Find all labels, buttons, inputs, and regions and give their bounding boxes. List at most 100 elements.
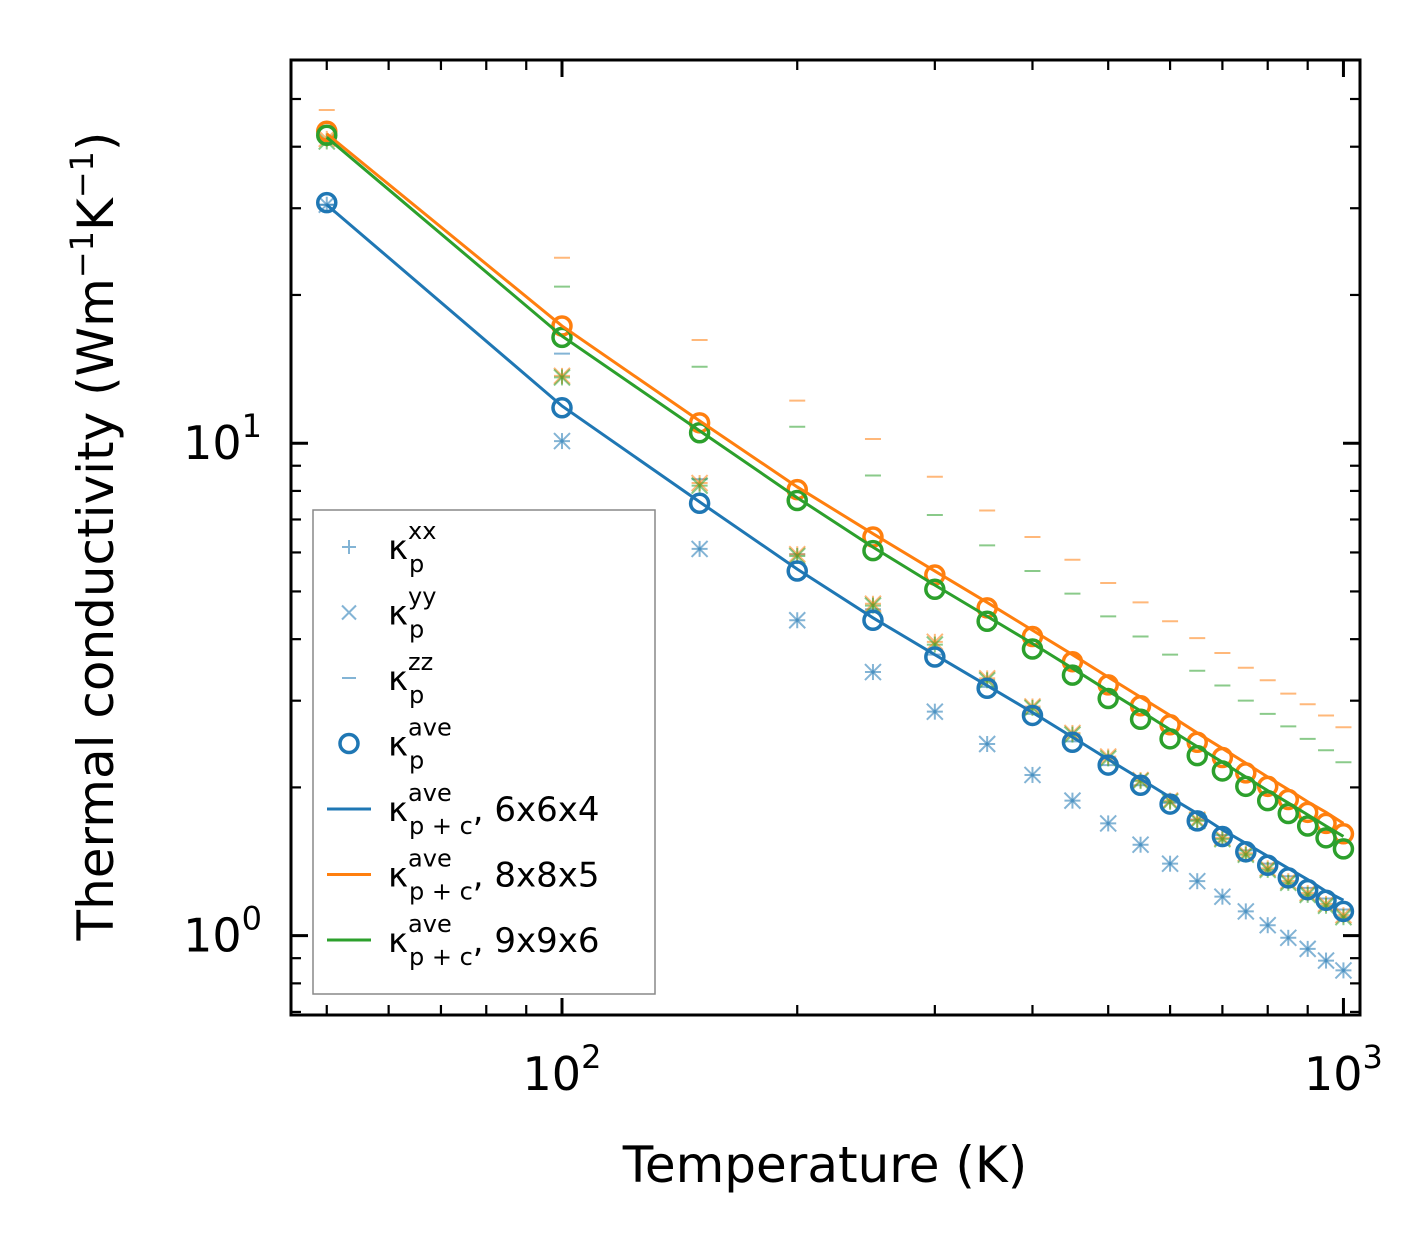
- series-11-point-0: [316, 124, 338, 147]
- series-1-point-15-b: [1259, 916, 1277, 934]
- legend-label-sup-3: ave: [408, 714, 452, 742]
- series-1-point-18-b: [1317, 951, 1335, 970]
- legend-label-2: κzz p: [388, 648, 433, 709]
- series-5-point-5-b: [926, 633, 944, 651]
- axes-frame: [289, 58, 1362, 1017]
- legend-label-sup-2: zz: [408, 648, 433, 676]
- y-axis-label-end: ): [67, 132, 125, 152]
- y-tick-label-1-exp: 0: [242, 900, 262, 938]
- series-1-point-3-b: [788, 611, 806, 629]
- series-11-point-3: [786, 489, 808, 512]
- series-11-point-4: [862, 539, 884, 562]
- y-axis-label-mid: K: [67, 197, 125, 231]
- legend-label-sup-4: ave: [408, 779, 452, 807]
- series-1-point-7: [1023, 766, 1042, 784]
- series-5-point-2: [690, 474, 709, 492]
- series-1-point-15: [1259, 916, 1277, 934]
- series-1-point-6-b: [978, 735, 996, 753]
- x-tick-label-100-exp: 2: [581, 1038, 601, 1076]
- series-6: [318, 108, 1352, 729]
- series-1-point-14: [1237, 902, 1255, 921]
- series-1-point-16: [1279, 929, 1297, 947]
- plot-area: [316, 108, 1355, 980]
- series-1-point-17-b: [1298, 940, 1317, 958]
- legend-item-3: κave p: [338, 714, 452, 775]
- series-11-point-1: [551, 326, 573, 349]
- series-1-point-19: [1334, 961, 1353, 980]
- series-14: [325, 136, 1345, 838]
- x-tick-label-1000-base: 10: [1304, 1047, 1363, 1101]
- series-1-point-7-b: [1023, 766, 1042, 784]
- y-tick-label-10: 101: [183, 407, 262, 470]
- legend-label-4: κave p + c, 6x6x4: [388, 779, 600, 840]
- series-5-point-3: [788, 545, 806, 563]
- legend-marker-0: [342, 540, 356, 554]
- legend-label-suffix-5: , 8x8x5: [473, 856, 600, 896]
- series-3-point-7: [1021, 704, 1044, 727]
- series-11-point-18: [1315, 827, 1337, 849]
- legend-label-sup-6: ave: [408, 910, 452, 938]
- series-1-point-4-b: [864, 663, 882, 681]
- legend-label-sub-0: p: [409, 550, 424, 578]
- series-3-point-0: [316, 191, 338, 214]
- series-1-point-6: [978, 735, 996, 753]
- legend-label-base-1: κ: [388, 594, 408, 634]
- series-5-point-2-b: [690, 474, 709, 492]
- series-1-point-1-b: [553, 432, 571, 450]
- series-9-point-2: [690, 476, 709, 495]
- series-13: [325, 132, 1345, 825]
- legend-label-base-0: κ: [388, 528, 408, 568]
- series-5-point-4: [864, 595, 882, 613]
- series-1-point-9: [1099, 814, 1117, 833]
- series-1-point-2-b: [690, 540, 709, 558]
- legend-label-base-2: κ: [388, 659, 408, 699]
- series-5-point-4-b: [864, 595, 882, 613]
- legend-marker-3: [338, 732, 360, 755]
- series-5-point-1: [553, 367, 571, 385]
- series-1-point-18: [1317, 951, 1335, 970]
- legend-label-base-5: κ: [388, 856, 408, 896]
- legend-item-5: κave p + c, 8x8x5: [327, 845, 600, 906]
- series-1-point-3: [788, 611, 806, 629]
- legend-item-6: κave p + c, 9x9x6: [327, 910, 600, 971]
- axis-labels: Temperature (K) Thermal conductivity (Wm…: [63, 132, 1027, 1194]
- series-1-point-1: [553, 432, 571, 450]
- series-11-point-17: [1296, 815, 1319, 837]
- series-9-point-19-b: [1334, 908, 1353, 926]
- legend-label-sup-1: yy: [408, 583, 436, 611]
- legend-label-1: κyy p: [388, 583, 436, 644]
- legend-label-3: κave p: [388, 714, 452, 775]
- series-14-line: [325, 136, 1345, 838]
- series-3-point-4: [862, 609, 884, 631]
- legend-label-base-3: κ: [388, 725, 408, 765]
- legend-label-sub-4: p + c: [409, 812, 473, 840]
- series-9-point-3-b: [788, 547, 806, 565]
- x-tick-label-100-base: 10: [523, 1047, 582, 1101]
- legend-label-sub-3: p: [409, 747, 424, 775]
- series-1-point-9-b: [1099, 814, 1117, 833]
- series-1-point-4: [864, 663, 882, 681]
- plot-series: [316, 108, 1355, 980]
- series-1-point-11-b: [1161, 854, 1179, 873]
- series-1-point-13-b: [1213, 887, 1232, 906]
- legend-label-6: κave p + c, 9x9x6: [388, 910, 600, 971]
- series-1-point-12: [1188, 872, 1206, 890]
- series-1-point-11: [1161, 854, 1179, 873]
- y-tick-label-10-base: 10: [183, 416, 242, 470]
- series-9-point-18-b: [1317, 897, 1335, 915]
- legend-label-suffix-4: , 6x6x4: [473, 790, 600, 830]
- legend-item-4: κave p + c, 6x6x4: [327, 779, 600, 840]
- series-9-point-15: [1259, 861, 1277, 879]
- series-9-point-15-b: [1259, 861, 1277, 879]
- series-1-point-16-b: [1279, 929, 1297, 947]
- y-axis-label: Thermal conductivity (Wm−1K−1): [63, 132, 125, 942]
- series-9-point-17: [1298, 886, 1317, 904]
- legend-marker-1: [341, 604, 357, 621]
- series-11: [316, 124, 1355, 860]
- series-9-point-16: [1279, 874, 1297, 892]
- series-11-point-19: [1332, 838, 1355, 860]
- y-tick-label-1-base: 10: [183, 909, 242, 963]
- series-5-point-1-b: [553, 367, 571, 385]
